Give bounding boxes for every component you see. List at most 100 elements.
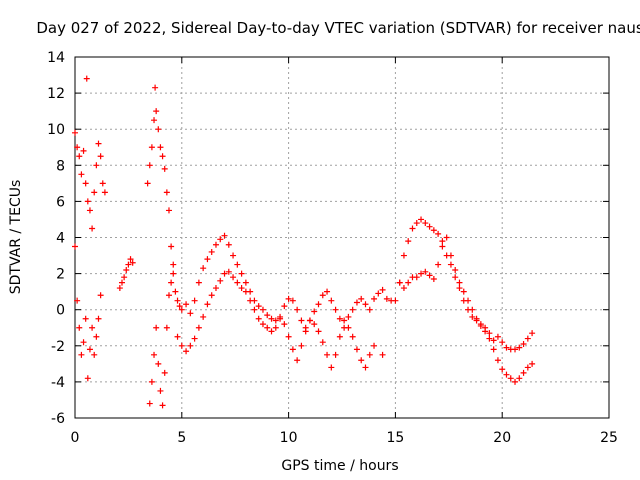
data-point <box>349 333 356 340</box>
data-point <box>336 315 343 322</box>
data-point <box>91 189 98 196</box>
data-point <box>234 261 241 268</box>
data-point <box>341 317 348 324</box>
data-point <box>168 279 175 286</box>
data-point <box>168 243 175 250</box>
data-point <box>281 321 288 328</box>
data-point <box>212 241 219 248</box>
series-lower-track <box>72 234 536 409</box>
data-point <box>371 342 378 349</box>
data-point <box>255 303 262 310</box>
data-point <box>121 274 128 281</box>
series-upper-track <box>72 75 536 353</box>
data-point <box>499 339 506 346</box>
data-point <box>187 310 194 317</box>
data-point <box>430 227 437 234</box>
y-tick-label: 14 <box>47 50 65 66</box>
data-point <box>392 297 399 304</box>
data-point <box>82 315 89 322</box>
data-point <box>152 84 159 91</box>
data-point <box>465 306 472 313</box>
y-tick-label: 2 <box>56 267 65 283</box>
data-point <box>118 279 125 286</box>
data-point <box>486 335 493 342</box>
data-point <box>396 279 403 286</box>
data-point <box>277 315 284 322</box>
data-point <box>183 348 190 355</box>
data-point <box>93 333 100 340</box>
data-point <box>413 220 420 227</box>
data-point <box>195 324 202 331</box>
data-point <box>507 375 514 382</box>
data-point <box>174 333 181 340</box>
data-point <box>212 285 219 292</box>
y-tick-label: 10 <box>47 122 65 138</box>
data-point <box>80 339 87 346</box>
data-point <box>80 147 87 154</box>
data-point <box>99 180 106 187</box>
data-point <box>311 308 318 315</box>
data-point <box>400 285 407 292</box>
data-point <box>148 378 155 385</box>
data-point <box>285 333 292 340</box>
data-point <box>332 306 339 313</box>
data-point <box>72 129 78 136</box>
data-point <box>204 301 211 308</box>
data-point <box>328 364 335 371</box>
data-point <box>315 328 322 335</box>
data-point <box>176 303 183 310</box>
data-point <box>362 364 369 371</box>
data-point <box>315 301 322 308</box>
data-point <box>178 306 185 313</box>
data-point <box>366 306 373 313</box>
data-point <box>379 351 386 358</box>
data-point <box>289 297 296 304</box>
data-point <box>161 165 168 172</box>
data-point <box>486 330 493 337</box>
data-point <box>251 306 258 313</box>
data-point <box>151 117 158 124</box>
data-point <box>76 153 83 160</box>
data-point <box>456 285 463 292</box>
data-point <box>512 346 519 353</box>
data-point <box>247 297 254 304</box>
data-point <box>170 261 177 268</box>
y-tick-label: 4 <box>56 231 65 247</box>
data-point <box>163 324 170 331</box>
data-point <box>221 232 228 239</box>
data-point <box>200 265 207 272</box>
data-point <box>89 324 96 331</box>
x-tick-label: 20 <box>493 430 511 446</box>
data-point <box>230 252 237 259</box>
data-point <box>159 153 166 160</box>
data-point <box>490 337 497 344</box>
data-point <box>409 225 416 232</box>
y-tick-label: 12 <box>47 86 65 102</box>
data-point <box>157 144 164 151</box>
data-point <box>447 261 454 268</box>
data-point <box>187 342 194 349</box>
data-point <box>76 324 83 331</box>
data-point <box>319 292 326 299</box>
data-point <box>174 297 181 304</box>
data-point <box>89 225 96 232</box>
data-point <box>217 277 224 284</box>
data-point <box>499 366 506 373</box>
data-point <box>208 248 215 255</box>
data-point <box>129 259 136 266</box>
x-axis-label: GPS time / hours <box>281 458 398 474</box>
data-point <box>195 279 202 286</box>
data-point <box>84 198 91 205</box>
data-point <box>97 153 104 160</box>
x-tick-label: 15 <box>386 430 404 446</box>
data-point <box>208 292 215 299</box>
data-point <box>183 301 190 308</box>
data-point <box>336 333 343 340</box>
data-point <box>191 335 198 342</box>
data-point <box>172 288 179 295</box>
y-tick-label: 6 <box>56 194 65 210</box>
data-point <box>225 268 232 275</box>
data-point <box>238 285 245 292</box>
data-point <box>230 274 237 281</box>
